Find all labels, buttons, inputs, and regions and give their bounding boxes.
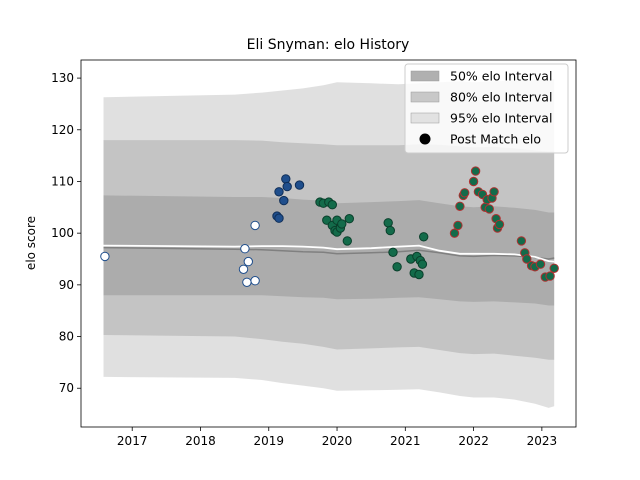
legend-label: Post Match elo (450, 132, 541, 147)
data-point (516, 236, 527, 246)
trend-lines (103, 244, 555, 263)
data-point (470, 166, 481, 176)
x-tick-label: 2020 (322, 434, 353, 448)
median-line (103, 246, 555, 260)
legend-swatch (410, 112, 440, 124)
data-point (484, 204, 494, 214)
mean-line (103, 244, 555, 263)
data-point (243, 256, 254, 267)
data-point (419, 232, 429, 242)
data-point (417, 259, 428, 269)
band-50 (103, 195, 555, 306)
legend-label: 50% elo Interval (450, 69, 552, 84)
data-point (383, 218, 393, 228)
legend-label: 95% elo Interval (450, 111, 552, 126)
data-point (282, 181, 292, 192)
y-tick-label: 70 (59, 381, 74, 395)
legend: 50% elo Interval 80% elo Interval 95% elo … (404, 63, 569, 154)
data-point (388, 247, 398, 258)
data-point (453, 220, 463, 231)
y-axis-label: elo score (24, 216, 38, 270)
x-tick-label: 2022 (458, 434, 489, 448)
data-point (385, 225, 395, 236)
y-tick-label: 110 (51, 174, 74, 188)
plot-frame (80, 59, 577, 428)
chart-title: Eli Snyman: elo History (247, 37, 410, 53)
x-tick-label: 2018 (185, 434, 216, 448)
data-point (250, 220, 260, 231)
data-point (274, 213, 284, 223)
data-point (392, 262, 402, 272)
y-tick-label: 120 (51, 123, 74, 137)
data-point (522, 254, 532, 264)
data-point (238, 264, 249, 274)
y-tick-label: 80 (59, 330, 74, 344)
data-point (342, 236, 352, 246)
data-point (327, 200, 337, 210)
legend-swatch (410, 91, 440, 103)
data-point (279, 195, 289, 206)
legend-marker (419, 133, 431, 145)
legend-swatch (410, 70, 440, 82)
x-tick-label: 2021 (390, 434, 421, 448)
data-point (549, 263, 559, 273)
data-point (494, 219, 505, 230)
data-point (242, 277, 252, 287)
y-tick-label: 100 (51, 226, 74, 240)
interval-bands (103, 79, 555, 408)
data-point (455, 201, 465, 212)
band-80 (103, 140, 555, 360)
band-95 (103, 79, 555, 408)
x-tick-label: 2017 (117, 434, 148, 448)
data-point (274, 187, 284, 197)
y-axis: 70 80 90 100 110 120 130 (51, 71, 81, 395)
data-point (545, 271, 555, 281)
post-match-points (100, 166, 559, 287)
data-point (100, 251, 110, 262)
data-point (250, 276, 260, 286)
x-tick-label: 2019 (253, 434, 284, 448)
data-point (294, 180, 305, 190)
y-tick-label: 130 (51, 71, 74, 85)
x-tick-label: 2023 (527, 434, 558, 448)
y-tick-label: 90 (59, 278, 74, 292)
data-point (414, 269, 424, 280)
legend-box (404, 63, 569, 154)
data-point (281, 174, 291, 184)
data-point (460, 188, 470, 198)
data-point (449, 228, 460, 238)
x-axis: 2017 2018 2019 2020 2021 2022 2023 (117, 427, 557, 448)
data-point (535, 259, 546, 269)
data-point (240, 244, 250, 254)
data-point (468, 176, 479, 187)
data-point (489, 187, 499, 197)
data-point (344, 214, 354, 224)
legend-label: 80% elo Interval (450, 90, 552, 105)
data-point (337, 219, 347, 229)
